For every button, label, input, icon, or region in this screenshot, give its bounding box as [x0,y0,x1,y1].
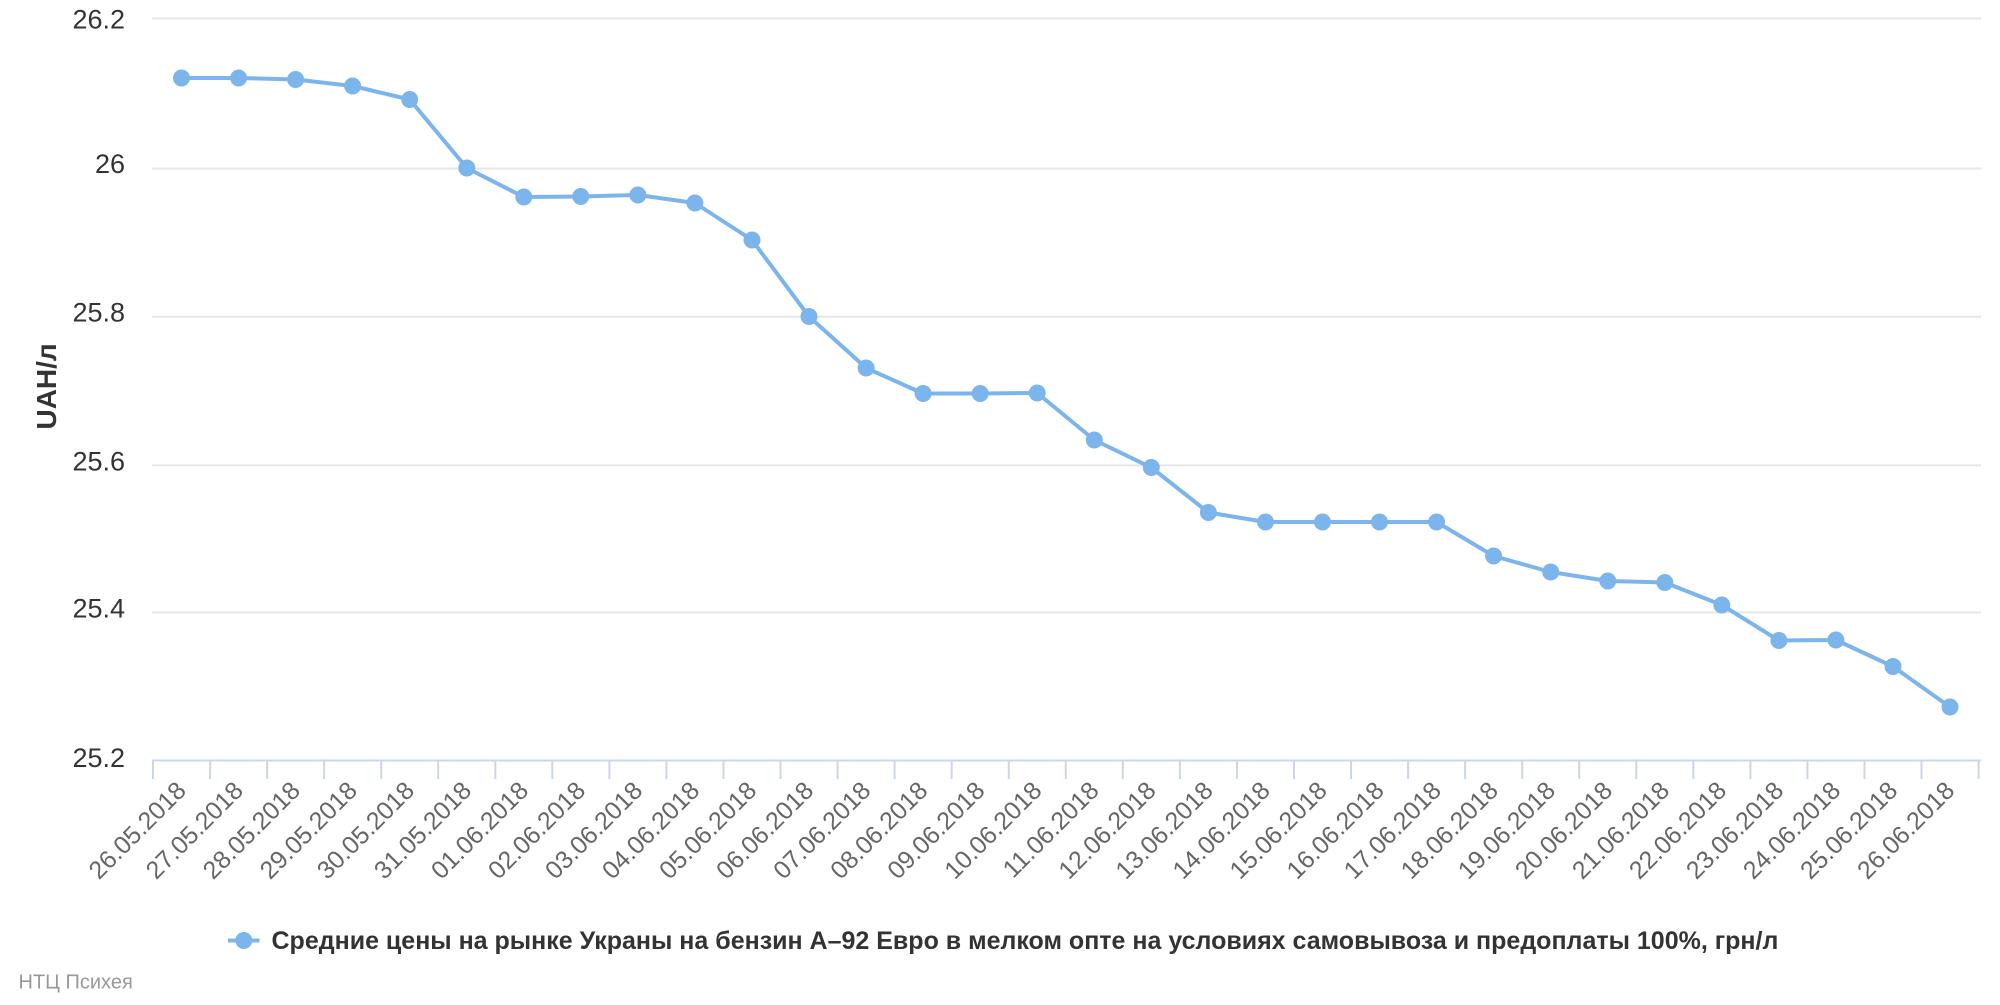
svg-text:25.4: 25.4 [72,594,125,624]
svg-text:НТЦ Психея: НТЦ Психея [19,972,133,994]
svg-text:Средние цены на рынке Украны н: Средние цены на рынке Украны на бензин А… [272,927,1779,955]
svg-text:25.6: 25.6 [72,447,125,477]
svg-text:25.2: 25.2 [72,743,125,773]
svg-text:25.8: 25.8 [72,298,125,328]
svg-text:26.2: 26.2 [72,5,125,35]
svg-text:UAH/л: UAH/л [31,343,62,429]
svg-text:26: 26 [95,149,125,179]
